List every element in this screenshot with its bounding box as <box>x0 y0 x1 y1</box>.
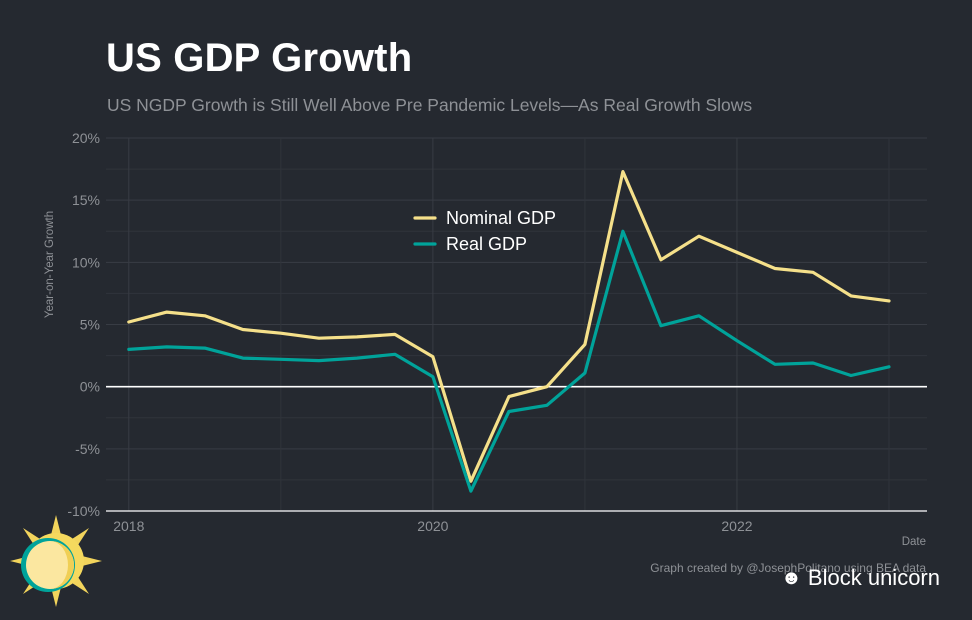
x-tick-label: 2022 <box>721 518 752 534</box>
y-tick-label: -10% <box>67 503 100 519</box>
series-line-nominal-gdp <box>127 170 891 483</box>
y-tick-label: 20% <box>72 130 100 146</box>
x-tick-label: 2020 <box>417 518 448 534</box>
watermark-text: Block unicorn <box>807 565 940 590</box>
sun-logo-icon <box>10 515 102 612</box>
chart-caption: Graph created by @JosephPolitano using B… <box>650 561 926 575</box>
legend: Nominal GDP Real GDP <box>413 208 556 254</box>
watermark: ☻ Block unicorn <box>781 565 940 591</box>
y-tick-label: -5% <box>75 441 100 457</box>
y-axis-title: Year-on-Year Growth <box>44 211 56 318</box>
y-tick-label: 0% <box>80 379 100 395</box>
x-tick-label: 2018 <box>113 518 144 534</box>
legend-label: Real GDP <box>446 234 527 254</box>
y-tick-label: 5% <box>80 317 100 333</box>
wechat-icon: ☻ <box>780 566 802 589</box>
series-lines <box>127 170 891 493</box>
x-axis-title: Date <box>902 536 926 548</box>
chart-subtitle: US NGDP Growth is Still Well Above Pre P… <box>107 95 753 115</box>
axes: -10% -5% 0% 5% 10% 15% 20% 2018 2020 2022 <box>67 130 927 534</box>
legend-label: Nominal GDP <box>446 208 556 228</box>
y-tick-label: 15% <box>72 192 100 208</box>
series-line-real-gdp <box>127 229 891 493</box>
chart-title: US GDP Growth <box>106 36 413 80</box>
y-tick-label: 10% <box>72 254 100 270</box>
